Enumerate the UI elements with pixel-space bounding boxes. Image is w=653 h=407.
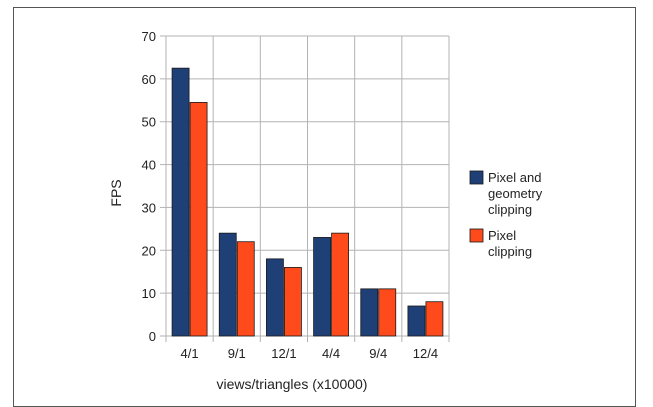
bar-chart: 0 10 20 30 40 50 60 70 4/1 9/1 12/1 4/4 9/4 12/4 Pixe… (108, 29, 543, 392)
bars (171, 67, 444, 337)
legend-label: Pixel (488, 228, 516, 243)
y-tick-label: 20 (142, 243, 156, 258)
bar-series-2-9-4 (378, 288, 397, 337)
y-tick-label: 0 (149, 329, 156, 344)
y-tick-label: 70 (142, 29, 156, 44)
bar-series-2-4-4 (331, 232, 349, 337)
y-tick-label: 50 (142, 115, 156, 130)
x-tick-label: 12/4 (413, 346, 438, 361)
bar-series-1-4-4 (313, 237, 331, 337)
axes: 0 10 20 30 40 50 60 70 4/1 9/1 12/1 4/4 9/4 12/4 (142, 29, 439, 361)
y-tick-label: 30 (142, 200, 156, 215)
gridlines (165, 35, 450, 342)
bar-series-1-4-1 (171, 67, 190, 337)
x-axis-title: views/triangles (x10000) (217, 376, 368, 392)
legend-label: geometry (488, 186, 543, 201)
bar-series-2-4-1 (189, 102, 208, 337)
x-tick-label: 9/4 (369, 346, 387, 361)
bar-series-1-12-4 (407, 305, 426, 337)
x-tick-label: 4/4 (322, 346, 340, 361)
bar-series-2-9-1 (236, 241, 255, 337)
legend-label: clipping (488, 244, 532, 259)
bar-series-2-12-4 (425, 301, 444, 337)
x-tick-label: 9/1 (228, 346, 246, 361)
y-tick-label: 40 (142, 158, 156, 173)
x-tick-label: 12/1 (271, 346, 296, 361)
legend-label: clipping (488, 202, 532, 217)
legend-swatch-series-2 (469, 228, 484, 243)
bar-series-2-12-1 (284, 267, 302, 337)
legend-label: Pixel and (488, 170, 541, 185)
legend-swatch-series-1 (469, 170, 484, 185)
bar-series-1-9-4 (360, 288, 379, 337)
bar-series-1-9-1 (218, 232, 237, 337)
x-tick-label: 4/1 (181, 346, 199, 361)
y-tick-label: 60 (142, 72, 156, 87)
bar-series-1-12-1 (266, 258, 284, 337)
y-axis-title: FPS (108, 179, 124, 206)
y-tick-label: 10 (142, 286, 156, 301)
